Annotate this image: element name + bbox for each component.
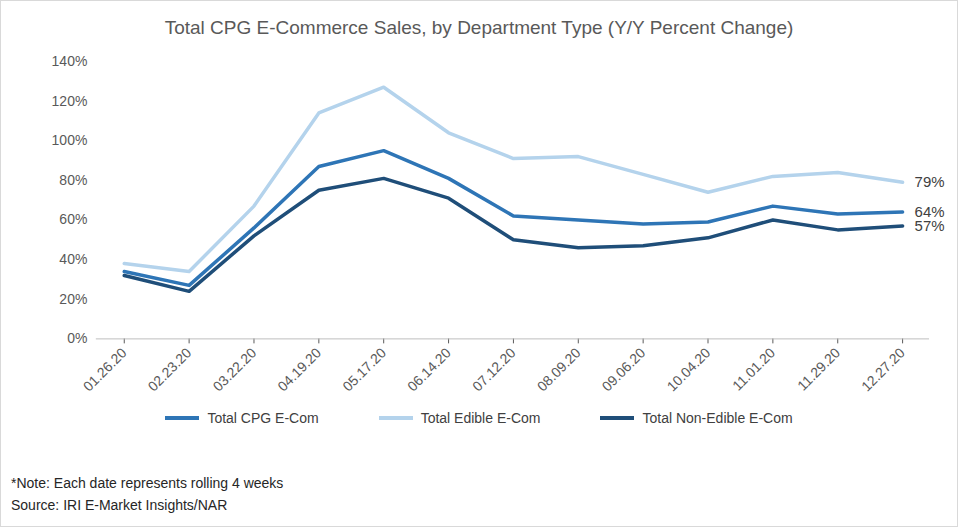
svg-text:05.17.20: 05.17.20 [339, 344, 389, 394]
svg-text:02.23.20: 02.23.20 [145, 344, 195, 394]
html-text:Total CPG E-Commerce Sales, by: Total CPG E-Commerce Sales, by Departmen… [164, 17, 794, 38]
svg-text:0%: 0% [67, 330, 87, 346]
html-text:Total CPG E-Com: Total CPG E-Com [207, 410, 319, 427]
svg-text:03.22.20: 03.22.20 [209, 344, 259, 394]
svg-text:06.14.20: 06.14.20 [404, 344, 454, 394]
svg-text:80%: 80% [59, 172, 87, 188]
svg-text:79%: 79% [915, 173, 945, 190]
svg-text:57%: 57% [915, 217, 945, 234]
html-text:Source: IRI E-Market Insights/: Source: IRI E-Market Insights/NAR [11, 497, 228, 513]
svg-text:11.01.20: 11.01.20 [729, 344, 778, 393]
html-text:Total Edible E-Com: Total Edible E-Com [420, 410, 541, 427]
svg-text:10.04.20: 10.04.20 [664, 344, 714, 394]
svg-text:09.06.20: 09.06.20 [599, 344, 649, 394]
svg-text:01.26.20: 01.26.20 [80, 344, 130, 394]
svg-text:120%: 120% [52, 93, 88, 109]
svg-text:04.19.20: 04.19.20 [274, 344, 324, 394]
html-text:*Note: Each date represents ro: *Note: Each date represents rolling 4 we… [11, 475, 284, 491]
svg-text:140%: 140% [52, 53, 88, 69]
svg-text:12.27.20: 12.27.20 [858, 344, 908, 394]
svg-text:64%: 64% [914, 202, 945, 220]
svg-text:11.29.20: 11.29.20 [794, 344, 843, 393]
svg-text:20%: 20% [59, 291, 87, 307]
svg-text:60%: 60% [59, 211, 87, 227]
svg-text:100%: 100% [52, 132, 88, 148]
svg-text:07.12.20: 07.12.20 [469, 344, 519, 394]
svg-text:08.09.20: 08.09.20 [534, 344, 584, 394]
svg-text:40%: 40% [59, 251, 87, 267]
html-text:Total Non-Edible E-Com: Total Non-Edible E-Com [642, 410, 793, 427]
